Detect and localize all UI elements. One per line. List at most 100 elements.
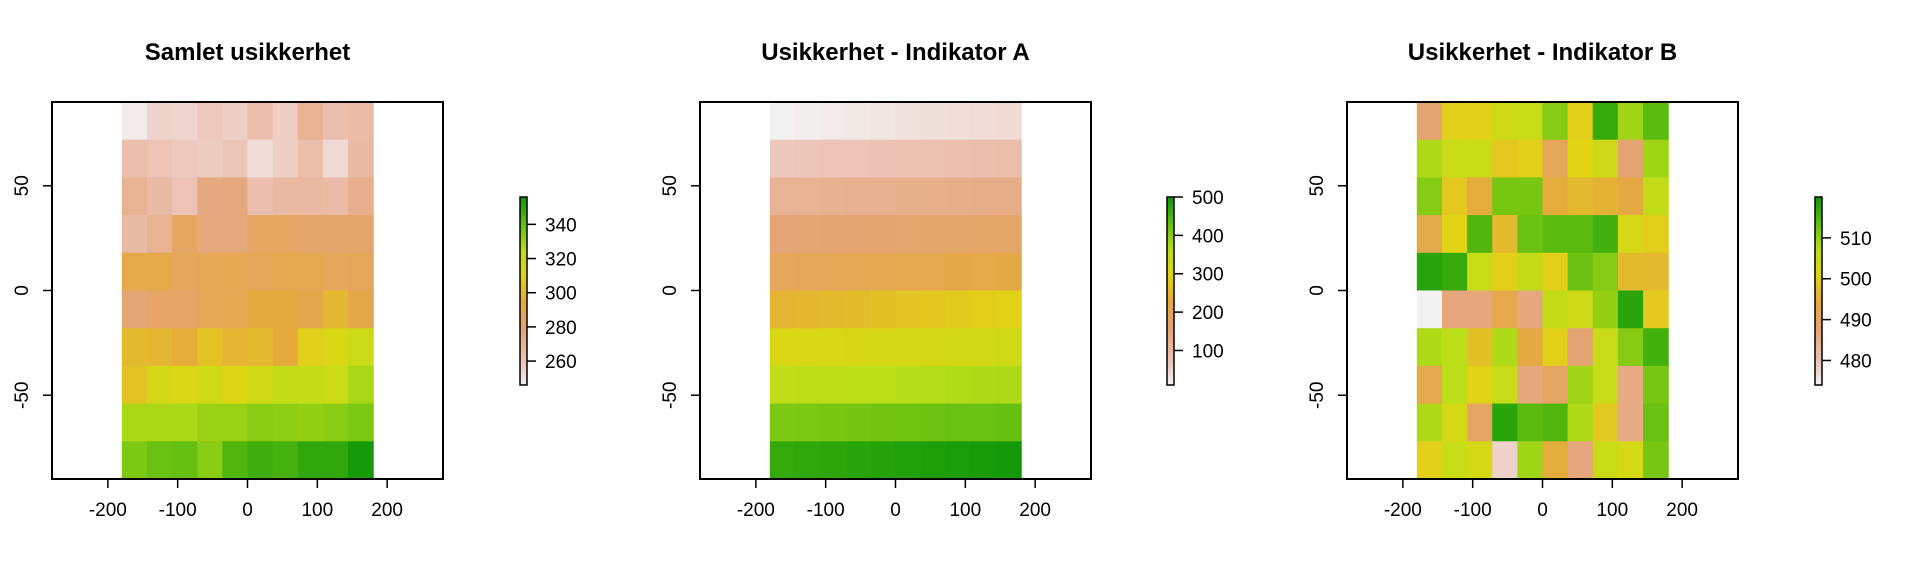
colorbar-segment xyxy=(1167,234,1174,238)
heatmap-cell xyxy=(1542,215,1569,254)
heatmap-cell xyxy=(247,365,274,405)
heatmap-cell xyxy=(1416,403,1443,442)
heatmap-cell xyxy=(1617,290,1644,329)
heatmap-cell xyxy=(945,328,972,367)
panel-samlet-usikkerhet: Samlet usikkerhet -200 -100 0 100 200 -50 0 50 2… xyxy=(12,39,577,521)
colorbar-segment xyxy=(1815,307,1822,311)
heatmap-cell xyxy=(247,215,274,254)
y-tick-label: 0 xyxy=(660,285,681,296)
heatmap-cell xyxy=(1617,252,1644,292)
heatmap-cell xyxy=(121,365,148,405)
heatmap-cell xyxy=(870,215,897,254)
colorbar-segment xyxy=(1167,251,1174,254)
colorbar-segment xyxy=(1815,323,1822,327)
colorbar-segment xyxy=(1167,201,1174,205)
colorbar-frame xyxy=(519,196,528,386)
heatmap-cell xyxy=(322,328,349,367)
colorbar-segment xyxy=(520,293,527,297)
heatmap-cell xyxy=(870,290,897,329)
colorbar-segment xyxy=(1815,241,1822,245)
colorbar-segment xyxy=(1167,262,1174,266)
colorbar-segment xyxy=(1815,248,1822,252)
heatmap-cell xyxy=(272,252,299,292)
colorbar-segment xyxy=(1167,265,1174,269)
heatmap-cell xyxy=(297,252,324,292)
heatmap-cell xyxy=(172,290,198,329)
colorbar-segment xyxy=(520,373,527,377)
colorbar-segment xyxy=(520,211,527,215)
heatmap-cell xyxy=(1467,328,1493,367)
heatmap-cell xyxy=(322,403,349,442)
heatmap-cell xyxy=(1441,441,1468,480)
colorbar-segment xyxy=(520,340,527,344)
colorbar-segment xyxy=(520,288,527,292)
heatmap-cell xyxy=(247,290,274,329)
heatmap-cell xyxy=(920,102,947,141)
colorbar-segment xyxy=(1167,305,1174,309)
heatmap-cell xyxy=(197,215,223,254)
heatmap-cell xyxy=(322,102,349,141)
colorbar-segment xyxy=(1167,335,1174,339)
heatmap-cell xyxy=(1542,102,1569,141)
x-tick-label: -100 xyxy=(1454,500,1492,521)
colorbar-segment xyxy=(520,345,527,348)
heatmap-cell xyxy=(322,215,349,254)
heatmap-cell xyxy=(197,290,223,329)
colorbar: 100 200 300 400 500 xyxy=(1166,188,1224,386)
heatmap-cell xyxy=(895,177,922,216)
x-tick-label: -200 xyxy=(89,500,127,521)
colorbar-segment xyxy=(1167,298,1174,301)
heatmap-cell xyxy=(247,252,274,292)
heatmap-cell xyxy=(1492,290,1518,329)
heatmap-cell xyxy=(1467,403,1493,442)
x-tick-label: -200 xyxy=(1384,500,1422,521)
heatmap-cell xyxy=(945,139,972,178)
heatmap-cell xyxy=(920,365,947,405)
heatmap-cell xyxy=(794,290,821,329)
heatmap-cell xyxy=(1542,177,1569,216)
colorbar-segment xyxy=(1815,286,1822,290)
heatmap-cell xyxy=(1643,365,1669,405)
colorbar-segment xyxy=(1167,274,1174,278)
colorbar-tick-label: 100 xyxy=(1192,341,1224,362)
colorbar-segment xyxy=(520,342,527,346)
colorbar-segment xyxy=(1167,215,1174,219)
colorbar-segment xyxy=(1815,199,1822,203)
heatmap-cell xyxy=(297,290,324,329)
colorbar-segment xyxy=(520,246,527,250)
heatmap-cell xyxy=(197,403,223,442)
heatmap-cell xyxy=(794,177,821,216)
colorbar-segment xyxy=(1167,260,1174,264)
heatmap-cell xyxy=(1643,441,1669,480)
heatmap-cell xyxy=(970,403,997,442)
heatmap-cell xyxy=(769,365,796,405)
heatmap-cell xyxy=(1542,328,1569,367)
heatmap-cell xyxy=(1416,252,1443,292)
heatmap-cell xyxy=(146,102,173,141)
heatmap-cell xyxy=(1416,365,1443,405)
heatmap-cell xyxy=(1617,102,1644,141)
heatmap-cell xyxy=(1441,177,1468,216)
colorbar-segment xyxy=(1815,262,1822,266)
colorbar-segment xyxy=(1815,265,1822,269)
heatmap-cell xyxy=(1441,215,1468,254)
colorbar-segment xyxy=(520,352,527,356)
x-tick-label: 0 xyxy=(890,500,901,521)
heatmap-cell xyxy=(197,252,223,292)
colorbar-segment xyxy=(1167,312,1174,316)
heatmap-cell xyxy=(1492,177,1518,216)
heatmap-cell xyxy=(895,365,922,405)
colorbar-segment xyxy=(1167,248,1174,252)
y-tick-label: 50 xyxy=(660,175,681,196)
colorbar-segment xyxy=(1815,349,1822,353)
colorbar-segment xyxy=(1815,227,1822,231)
heatmap-cell xyxy=(272,441,299,480)
x-tick-label: 100 xyxy=(301,500,333,521)
heatmap-cell xyxy=(996,441,1022,480)
colorbar-tick-label: 500 xyxy=(1192,188,1224,209)
colorbar-segment xyxy=(1167,359,1174,363)
heatmap-cell xyxy=(1416,290,1443,329)
colorbar-segment xyxy=(1167,361,1174,365)
heatmap-cell xyxy=(146,441,173,480)
